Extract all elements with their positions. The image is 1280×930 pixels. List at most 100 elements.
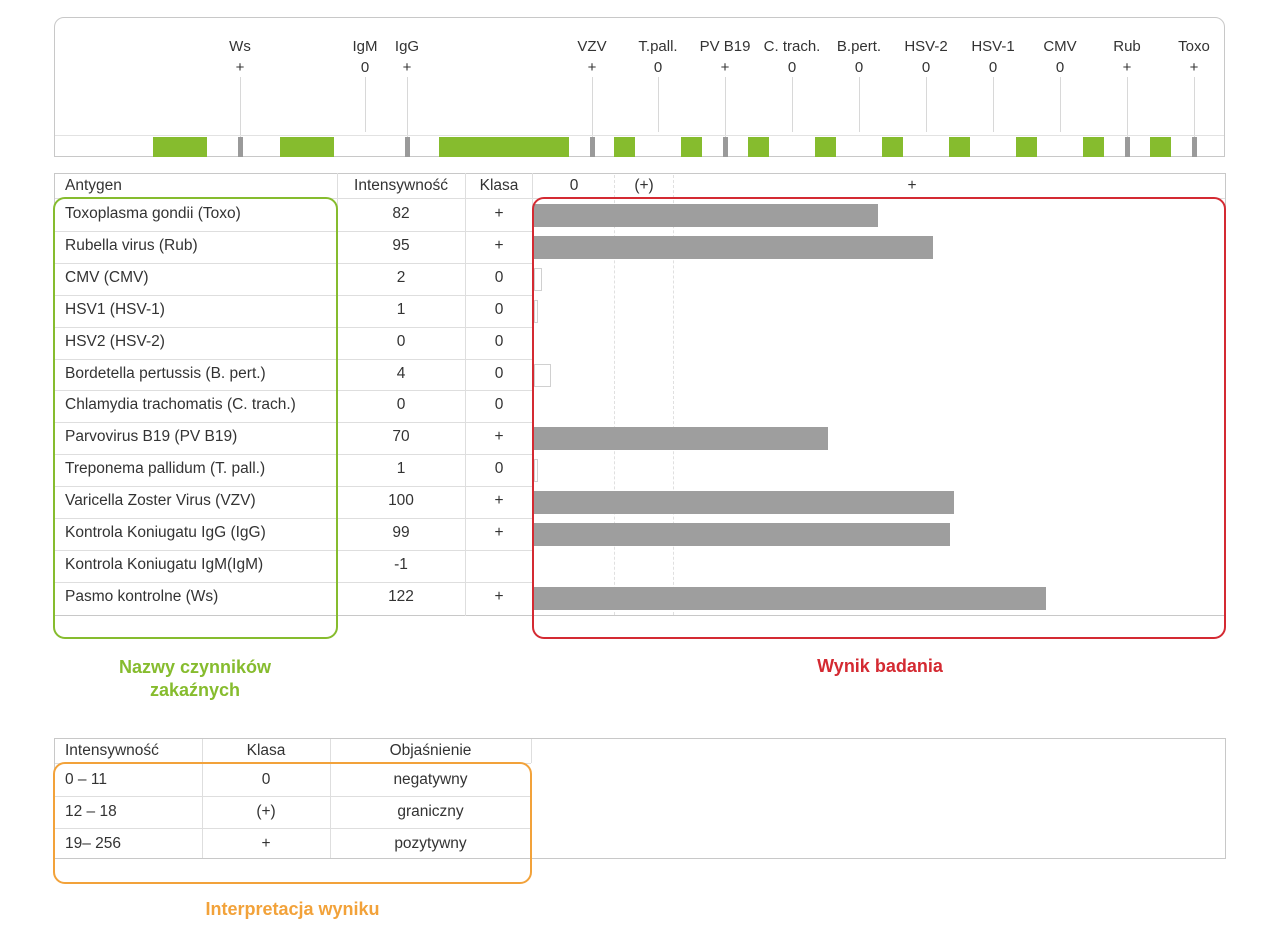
strip-marker-value: + [1122, 59, 1132, 76]
row-divider [55, 295, 532, 296]
result-bar [534, 268, 542, 291]
antigen-name: Kontrola Koniugatu IgG (IgG) [65, 524, 266, 541]
antigen-name: HSV1 (HSV-1) [65, 301, 165, 318]
intensity-value: 0 [396, 333, 406, 350]
strip-band-green [1083, 137, 1104, 157]
klasa-value: + [494, 205, 504, 222]
antigen-name: CMV (CMV) [65, 269, 149, 286]
strip-marker-line [1194, 77, 1195, 156]
intensity-value: 1 [396, 301, 406, 318]
legend-header-explanation: Objaśnienie [389, 742, 472, 759]
strip-marker-label: Ws [229, 38, 251, 55]
strip-marker-line [1060, 77, 1061, 132]
strip-marker-value: + [720, 59, 730, 76]
legend-column-divider [330, 739, 331, 858]
legend-table-edge [531, 739, 532, 763]
legend-explanation: graniczny [397, 803, 464, 820]
klasa-value: 0 [494, 301, 504, 318]
klasa-value: 0 [494, 333, 504, 350]
strip-marker-line [859, 77, 860, 132]
strip-marker-value: 0 [854, 59, 864, 76]
intensity-value: 70 [392, 428, 410, 445]
strip-band-green [748, 137, 769, 157]
result-bar [534, 300, 538, 323]
result-bar [534, 587, 1046, 610]
intensity-value: 4 [396, 365, 406, 382]
legend-explanation: pozytywny [394, 835, 467, 852]
strip-marker-label: VZV [577, 38, 607, 55]
strip-marker-label: B.pert. [836, 38, 882, 55]
legend-klasa: (+) [256, 803, 276, 820]
strip-marker-label: HSV-2 [904, 38, 948, 55]
legend-explanation: negatywny [393, 771, 468, 788]
names-highlight-box [53, 197, 338, 639]
intensity-value: 122 [388, 588, 414, 605]
strip-band-green [681, 137, 702, 157]
row-divider [55, 263, 532, 264]
strip-marker-value: 0 [653, 59, 663, 76]
strip-marker-line [407, 77, 408, 156]
strip-marker-line [1127, 77, 1128, 156]
row-divider [55, 518, 532, 519]
strip-marker-label: Toxo [1178, 38, 1210, 55]
legend-row-divider [55, 828, 531, 829]
strip-band-green [280, 137, 334, 157]
scale-positive-label: + [907, 177, 917, 194]
klasa-value: 0 [494, 269, 504, 286]
strip-band-gray [723, 137, 728, 157]
row-divider [55, 454, 532, 455]
antigen-name: Parvovirus B19 (PV B19) [65, 428, 238, 445]
table-column-divider [465, 173, 466, 616]
strip-marker-value: 0 [921, 59, 931, 76]
legend-klasa: 0 [261, 771, 271, 788]
strip-band-green [815, 137, 836, 157]
klasa-value: + [494, 428, 504, 445]
row-divider [55, 359, 532, 360]
row-divider [55, 390, 532, 391]
intensity-value: 99 [392, 524, 410, 541]
strip-marker-line [993, 77, 994, 132]
strip-band-green [1150, 137, 1171, 157]
strip-marker-line [365, 77, 366, 132]
strip-marker-line [240, 77, 241, 156]
strip-marker-line [658, 77, 659, 132]
strip-marker-label: Rub [1113, 38, 1141, 55]
strip-band-gray [1125, 137, 1130, 157]
klasa-value: + [494, 588, 504, 605]
klasa-value: + [494, 492, 504, 509]
result-bar [534, 459, 538, 482]
intensity-value: 95 [392, 237, 410, 254]
header-klasa: Klasa [479, 177, 519, 194]
intensity-value: 100 [388, 492, 414, 509]
antigen-name: Chlamydia trachomatis (C. trach.) [65, 396, 296, 413]
legend-range: 0 – 11 [65, 771, 107, 788]
scale-guide-line [673, 175, 674, 615]
row-divider [55, 231, 532, 232]
klasa-value: 0 [494, 460, 504, 477]
caption-interpretation: Interpretacja wyniku [205, 899, 380, 919]
strip-marker-line [592, 77, 593, 156]
result-bar [534, 491, 954, 514]
strip-marker-value: 0 [1055, 59, 1065, 76]
antigen-name: Kontrola Koniugatu IgM(IgM) [65, 556, 264, 573]
scale-borderline-label: (+) [634, 177, 654, 194]
legend-range: 12 – 18 [65, 803, 117, 820]
strip-band-gray [405, 137, 410, 157]
result-bar [534, 204, 878, 227]
row-divider [55, 422, 532, 423]
header-antigen: Antygen [65, 177, 122, 194]
klasa-value: + [494, 524, 504, 541]
strip-band-gray [1192, 137, 1197, 157]
intensity-value: 0 [396, 396, 406, 413]
strip-band-green [949, 137, 970, 157]
antigen-name: Treponema pallidum (T. pall.) [65, 460, 266, 477]
strip-band-green [439, 137, 569, 157]
intensity-value: 1 [396, 460, 406, 477]
antigen-name: Rubella virus (Rub) [65, 237, 198, 254]
strip-marker-line [926, 77, 927, 132]
strip-marker-line [725, 77, 726, 156]
result-bar [534, 364, 551, 387]
strip-marker-value: + [402, 59, 412, 76]
strip-band-green [614, 137, 635, 157]
strip-marker-label: PV B19 [699, 38, 751, 55]
